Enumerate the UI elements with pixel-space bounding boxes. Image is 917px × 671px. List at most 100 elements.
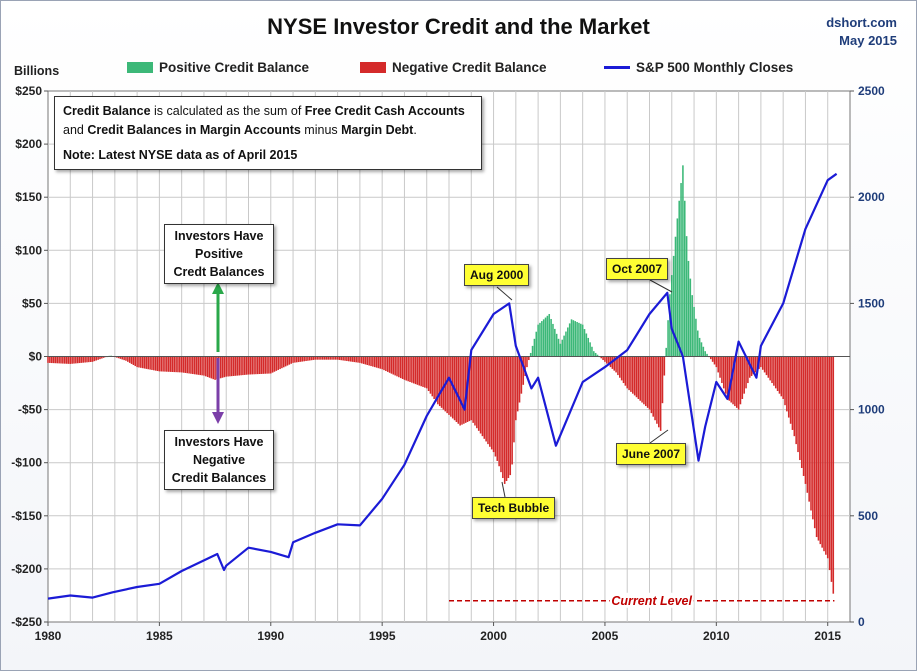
negative-credit-bar	[721, 356, 723, 384]
positive-credit-bar	[574, 321, 577, 357]
negative-credit-bar	[620, 356, 623, 381]
negative-credit-bar	[633, 356, 636, 396]
negative-credit-bar	[832, 356, 835, 594]
negative-credit-bar	[288, 356, 291, 365]
positive-credit-bar	[591, 346, 593, 357]
negative-credit-bar	[234, 356, 237, 376]
negative-credit-bar	[418, 356, 421, 386]
source-date: May 2015	[839, 33, 897, 48]
positive-credit-bar	[702, 346, 705, 357]
negative-credit-bar	[379, 356, 382, 369]
negative-credit-bar	[463, 356, 465, 424]
positive-credit-bar	[670, 275, 673, 357]
negative-credit-bar	[427, 356, 430, 392]
positive-credit-bar	[596, 354, 599, 357]
negative-credit-bar	[516, 356, 519, 412]
negative-credit-bar	[206, 356, 209, 378]
negative-credit-bar	[73, 356, 75, 364]
negative-credit-bar	[737, 356, 740, 410]
source-name: dshort.com	[826, 15, 897, 30]
info-box-segment: minus	[300, 123, 342, 137]
positive-credit-bar	[561, 339, 564, 357]
negative-credit-bar	[221, 356, 224, 378]
info-box: Credit Balance is calculated as the sum …	[54, 96, 482, 170]
info-box-segment: Free Credit Cash Accounts	[304, 104, 465, 118]
negative-credit-bar	[338, 356, 341, 360]
negative-credit-bar	[483, 356, 486, 439]
negative-credit-bar	[500, 356, 502, 473]
negative-credit-bar	[765, 356, 768, 376]
source-credit: dshort.com May 2015	[826, 14, 897, 50]
x-axis-tick-label: 2010	[703, 629, 730, 643]
negative-credit-bar	[800, 356, 803, 469]
negative-credit-bar	[359, 356, 361, 363]
negative-credit-bar	[50, 356, 53, 364]
negative-credit-bar	[97, 356, 99, 360]
right-axis-tick-label: 1000	[858, 403, 885, 417]
negative-credit-bar	[505, 356, 508, 481]
negative-credit-bar	[190, 356, 192, 374]
negative-credit-bar	[407, 356, 409, 382]
positive-credit-bar	[567, 327, 569, 357]
negative-arrow-head	[212, 412, 224, 424]
negative-credit-bar	[117, 356, 120, 359]
annotation-tech-bubble: Tech Bubble	[472, 497, 556, 519]
negative-credit-bar	[201, 356, 203, 376]
negative-credit-bar	[169, 356, 172, 372]
negative-credit-bar	[437, 356, 439, 405]
negative-credit-bar	[487, 356, 489, 445]
negative-credit-bar	[496, 356, 499, 461]
negative-credit-bar	[353, 356, 356, 363]
negative-credit-bar	[318, 356, 320, 360]
left-axis-tick-label: $0	[29, 350, 43, 364]
negative-credit-bar	[199, 356, 202, 376]
positive-box-line: Positive	[195, 247, 243, 261]
negative-credit-bar	[490, 356, 493, 450]
left-axis-tick-label: $100	[15, 243, 42, 257]
negative-credit-bar	[648, 356, 651, 410]
negative-credit-bar	[247, 356, 250, 375]
positive-balance-box: Investors Have Positive Credt Balances	[164, 224, 274, 284]
negative-credit-bar	[88, 356, 90, 363]
positive-credit-bar	[682, 165, 684, 357]
negative-credit-bar	[166, 356, 168, 372]
negative-credit-bar	[269, 356, 272, 374]
negative-credit-bar	[821, 356, 823, 548]
negative-credit-bar	[812, 356, 814, 520]
negative-credit-bar	[197, 356, 200, 375]
positive-credit-bar	[680, 183, 682, 357]
negative-credit-bar	[815, 356, 818, 538]
negative-credit-bar	[357, 356, 359, 363]
negative-credit-bar	[494, 356, 497, 457]
positive-credit-bar	[674, 236, 677, 357]
info-box-segment: and	[63, 123, 88, 137]
negative-credit-bar	[336, 356, 339, 360]
positive-credit-bar	[552, 323, 554, 357]
negative-credit-bar	[214, 356, 216, 380]
negative-credit-bar	[390, 356, 393, 374]
negative-credit-bar	[522, 356, 525, 385]
negative-credit-bar	[819, 356, 822, 545]
negative-credit-bar	[264, 356, 266, 374]
negative-credit-bar	[711, 356, 714, 362]
legend-sp500-swatch	[604, 66, 630, 69]
negative-credit-bar	[433, 356, 435, 399]
negative-credit-bar	[810, 356, 812, 511]
negative-credit-bar	[513, 356, 515, 443]
negative-balance-box: Investors Have Negative Credit Balances	[164, 430, 274, 490]
positive-credit-bar	[676, 218, 679, 357]
negative-credit-bar	[290, 356, 292, 364]
negative-credit-bar	[184, 356, 187, 373]
positive-credit-bar	[572, 320, 575, 357]
negative-credit-bar	[49, 356, 51, 363]
left-axis-tick-label: -$150	[11, 509, 42, 523]
negative-credit-bar	[251, 356, 253, 375]
negative-credit-bar	[310, 356, 313, 361]
negative-credit-bar	[373, 356, 376, 368]
positive-credit-bar	[678, 200, 680, 357]
negative-credit-bar	[606, 356, 608, 364]
negative-credit-bar	[745, 356, 747, 389]
negative-credit-bar	[826, 356, 829, 559]
negative-credit-bar	[294, 356, 296, 363]
negative-credit-bar	[791, 356, 794, 430]
